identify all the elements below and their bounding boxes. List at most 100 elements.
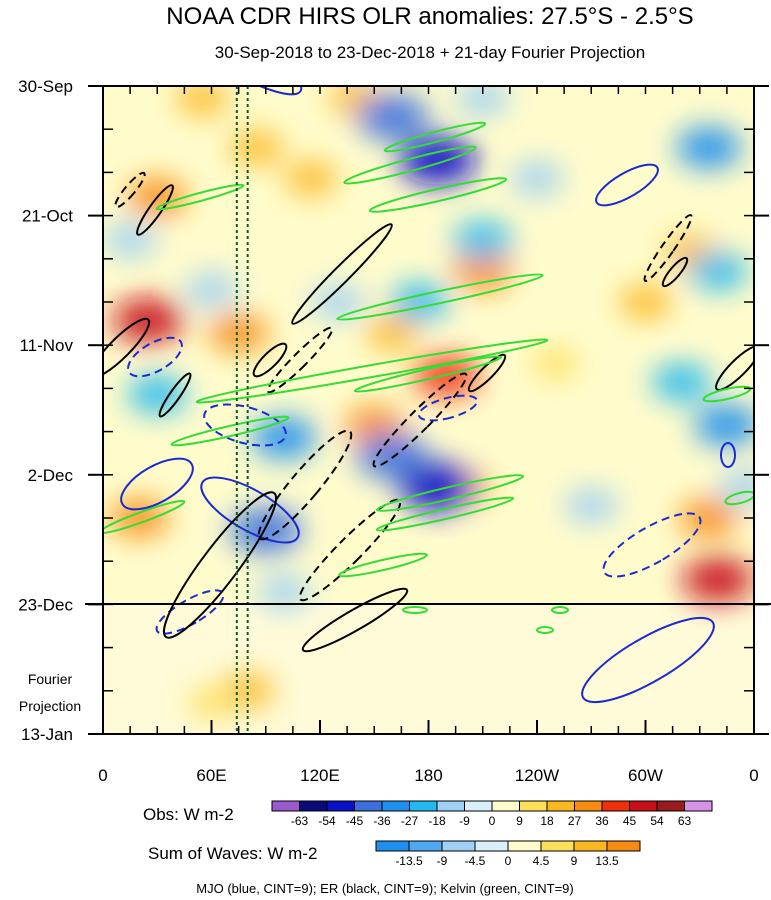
wave-contour [595,163,659,207]
wave-contour [402,606,428,614]
wave-contour [203,403,287,447]
wave-contour [200,476,300,544]
y-tick-label: 21-Oct [22,207,73,226]
wave-contour [195,338,549,404]
obs-colorbar-tick-label: -18 [428,814,446,828]
y-tick-label: 2-Dec [28,466,74,485]
x-tick-label: 60W [628,766,663,785]
anomaly-cell [311,284,365,320]
obs-colorbar-swatch [464,800,493,812]
obs-colorbar-swatch [574,800,603,812]
waves-colorbar-tick-label: 0 [505,854,512,868]
anomaly-cell [652,362,712,402]
obs-colorbar-swatch [519,800,548,812]
obs-colorbar-tick-label: 27 [568,814,582,828]
waves-colorbar-swatch [540,840,575,852]
wave-contour [551,606,569,614]
plot-area [103,86,754,734]
anomaly-cell [356,433,429,480]
wave-contours [103,86,754,704]
wave-contour [127,336,183,378]
wave-contour [375,496,515,532]
anomaly-cell [619,284,672,320]
wave-contour [661,256,689,288]
wave-contour [170,415,290,447]
wave-contour [103,317,151,379]
obs-colorbar-swatch [436,800,465,812]
anomaly-cell [127,375,187,414]
anomaly-field [103,86,754,719]
x-axis: 0 60E 120E 180 120W 60W 0 [98,86,759,785]
obs-colorbar-tick-label: -9 [459,814,470,828]
anomaly-cell [284,160,338,197]
wave-contour [715,345,754,391]
waves-colorbar-tick-label: -9 [437,854,448,868]
waves-colorbar-swatch [474,840,509,852]
y-axis: 30-Sep 21-Oct 11-Nov 2-Dec 23-Dec 13-Jan [18,77,769,744]
wave-contour [417,394,479,422]
waves-colorbar-tick-label: -4.5 [465,854,486,868]
wave-contour [257,429,353,541]
wave-contour [467,353,507,393]
obs-colorbar: -63 -54 -45 -36 -27 -18 -9 0 9 18 27 36 45 54 63 [271,800,713,828]
wave-contour [103,499,186,535]
obs-colorbar-swatch [299,800,328,812]
waves-colorbar-swatch [606,840,641,852]
wave-contour [724,490,754,506]
wave-contour [581,616,715,704]
wave-legend-footer: MJO (blue, CINT=9); ER (black, CINT=9); … [196,881,573,896]
obs-colorbar-swatch [409,800,438,812]
y-tick-label: 30-Sep [18,77,73,96]
anomaly-cell [676,126,742,169]
obs-colorbar-tick-label: 18 [540,814,554,828]
waves-colorbar-swatch [573,840,608,852]
wave-contour [155,589,225,635]
wave-contour [114,171,146,209]
anomaly-cell [221,673,274,709]
wave-contour [343,145,477,185]
anomaly-cell [694,404,754,447]
obs-colorbar-tick-label: 36 [595,814,609,828]
chart-subtitle: 30-Sep-2018 to 23-Dec-2018 + 21-day Four… [215,43,645,62]
wave-contour [336,273,544,321]
wave-contour [536,626,554,634]
waves-colorbar-tick-label: 4.5 [533,854,550,868]
obs-colorbar-swatch [629,800,658,812]
wave-contour [368,177,508,213]
anomaly-cell [209,313,269,353]
obs-colorbar-tick-label: 0 [489,814,496,828]
anomaly-cell [356,93,429,140]
wave-contour [383,121,487,153]
anomaly-cell [679,498,739,538]
anomaly-cell [398,135,477,185]
obs-colorbar-swatch [354,800,383,812]
waves-colorbar-tick-label: 13.5 [595,854,619,868]
anomaly-cell [682,556,754,603]
x-tick-label: 180 [414,766,442,785]
obs-colorbar-swatch [601,800,630,812]
waves-colorbar-tick-label: -13.5 [395,854,423,868]
waves-colorbar-swatch [507,840,542,852]
anomaly-cell [531,347,579,380]
anomaly-cell [564,488,618,524]
anomaly-cell [251,416,317,459]
wave-contour [372,372,468,468]
y-tick-label: 23-Dec [18,595,73,614]
anomaly-cell [688,251,748,291]
obs-colorbar-tick-label: -27 [401,814,419,828]
waves-colorbar-swatch [408,840,443,852]
wave-contour [338,552,428,578]
x-tick-label: 0 [98,766,107,785]
anomaly-cell [453,220,513,260]
anomaly-cell [413,354,480,398]
wave-contour [266,326,334,394]
y-tick-label: 13-Jan [21,725,73,744]
anomaly-cell [185,272,238,308]
x-tick-label: 0 [749,766,758,785]
y-tick-label: 11-Nov [19,336,73,355]
anomaly-cell [366,315,419,351]
obs-colorbar-tick-label: -63 [291,814,309,828]
anomaly-cell [188,687,235,719]
obs-colorbar-swatch [271,800,300,812]
wave-contour [301,587,409,653]
